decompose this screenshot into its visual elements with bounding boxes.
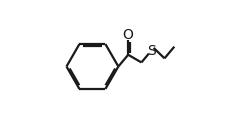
Text: O: O: [123, 28, 134, 42]
Text: S: S: [147, 44, 156, 58]
